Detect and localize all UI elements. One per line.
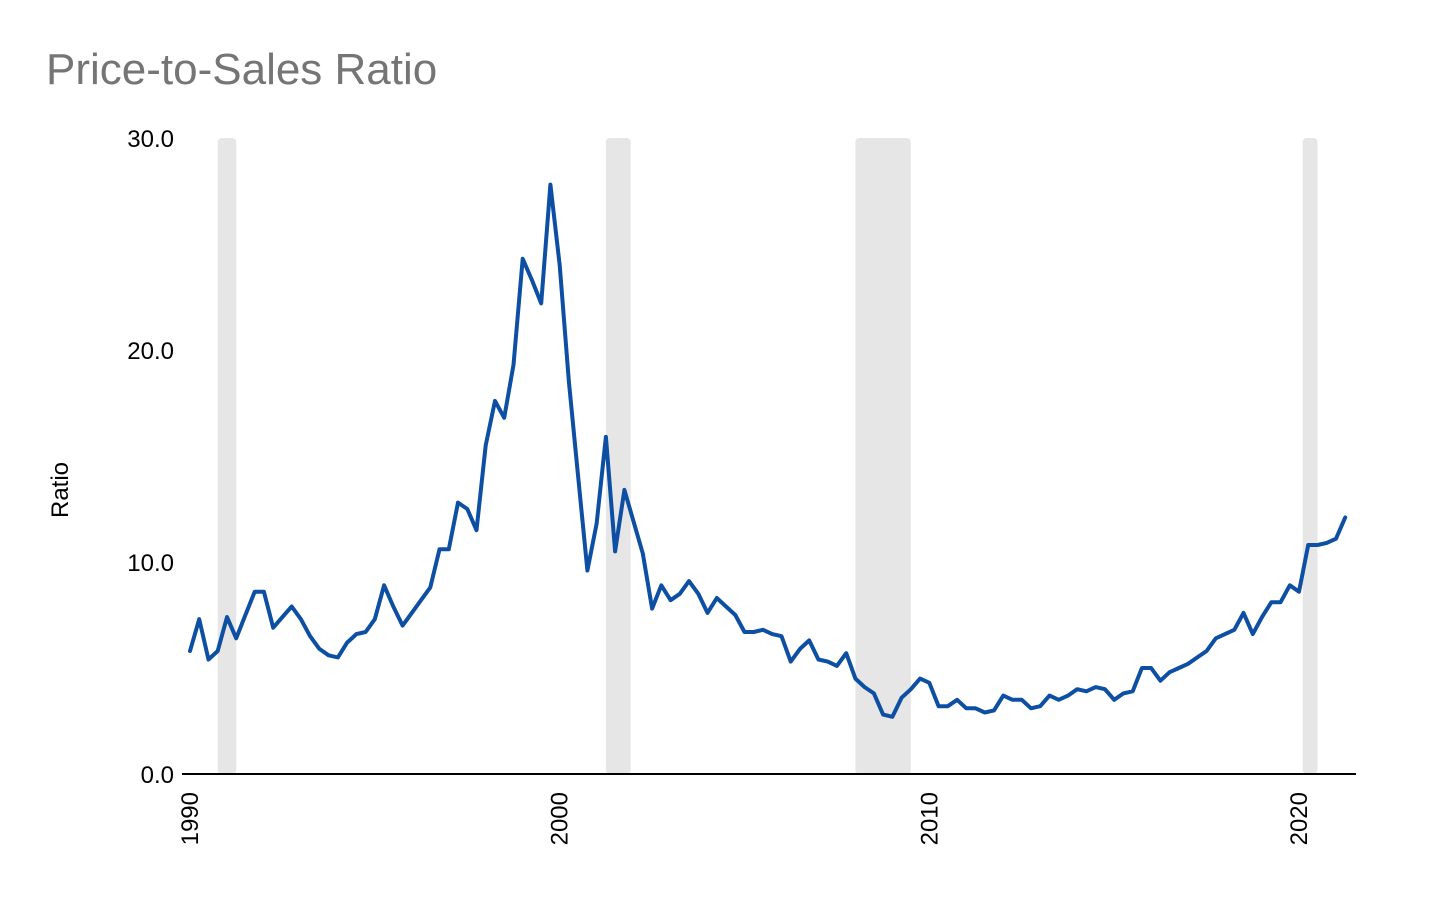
y-tick-label-3: 30.0 [127,126,174,153]
chart-title: Price-to-Sales Ratio [46,45,437,94]
x-tick-label-2: 2010 [916,792,943,845]
recession-band-3 [855,138,911,774]
x-tick-label-0: 1990 [177,792,204,845]
y-tick-label-2: 20.0 [127,338,174,365]
x-axis-ticks: 1990 2000 2010 2020 [177,792,1313,845]
recession-band-1 [217,138,237,774]
series-line-price-to-sales [188,182,1348,719]
recession-band-4 [1302,138,1318,774]
recession-shading [217,138,1318,774]
y-axis-ticks: 0.0 10.0 20.0 30.0 [127,126,174,789]
y-axis-label: Ratio [47,462,74,518]
y-tick-label-0: 0.0 [141,762,174,789]
x-tick-label-1: 2000 [547,792,574,845]
x-tick-label-3: 2020 [1286,792,1313,845]
y-tick-label-1: 10.0 [127,550,174,577]
recession-band-2 [605,138,631,774]
